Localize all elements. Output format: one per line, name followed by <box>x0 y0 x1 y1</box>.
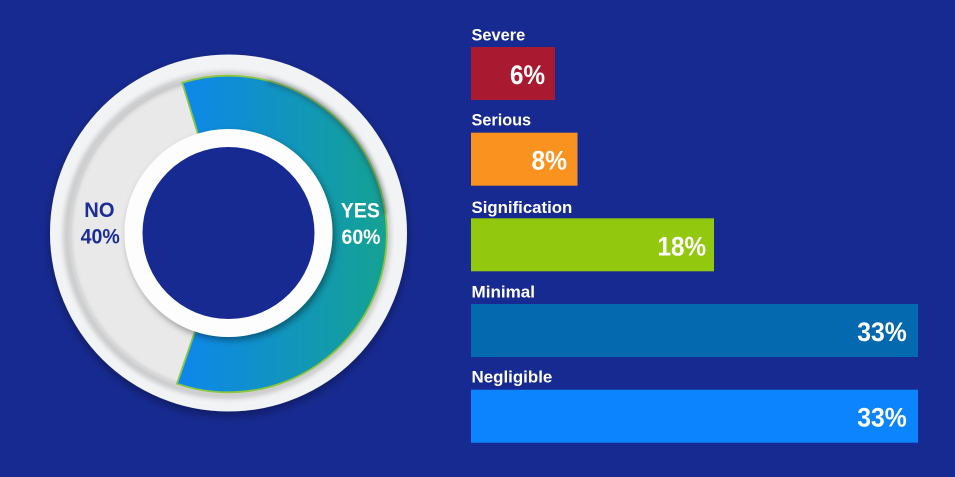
svg-text:NO: NO <box>84 199 114 222</box>
svg-text:Negligible: Negligible <box>472 368 553 387</box>
svg-text:Minimal: Minimal <box>472 282 536 301</box>
svg-text:33%: 33% <box>857 403 907 433</box>
svg-text:40%: 40% <box>81 225 121 248</box>
svg-text:8%: 8% <box>532 146 568 176</box>
svg-text:18%: 18% <box>658 231 707 261</box>
svg-text:33%: 33% <box>857 317 907 347</box>
svg-text:60%: 60% <box>342 226 381 249</box>
svg-text:Signification: Signification <box>472 198 573 217</box>
svg-text:YES: YES <box>341 199 380 222</box>
svg-text:Serious: Serious <box>472 110 532 129</box>
svg-text:Severe: Severe <box>472 26 526 45</box>
svg-text:6%: 6% <box>510 60 545 90</box>
